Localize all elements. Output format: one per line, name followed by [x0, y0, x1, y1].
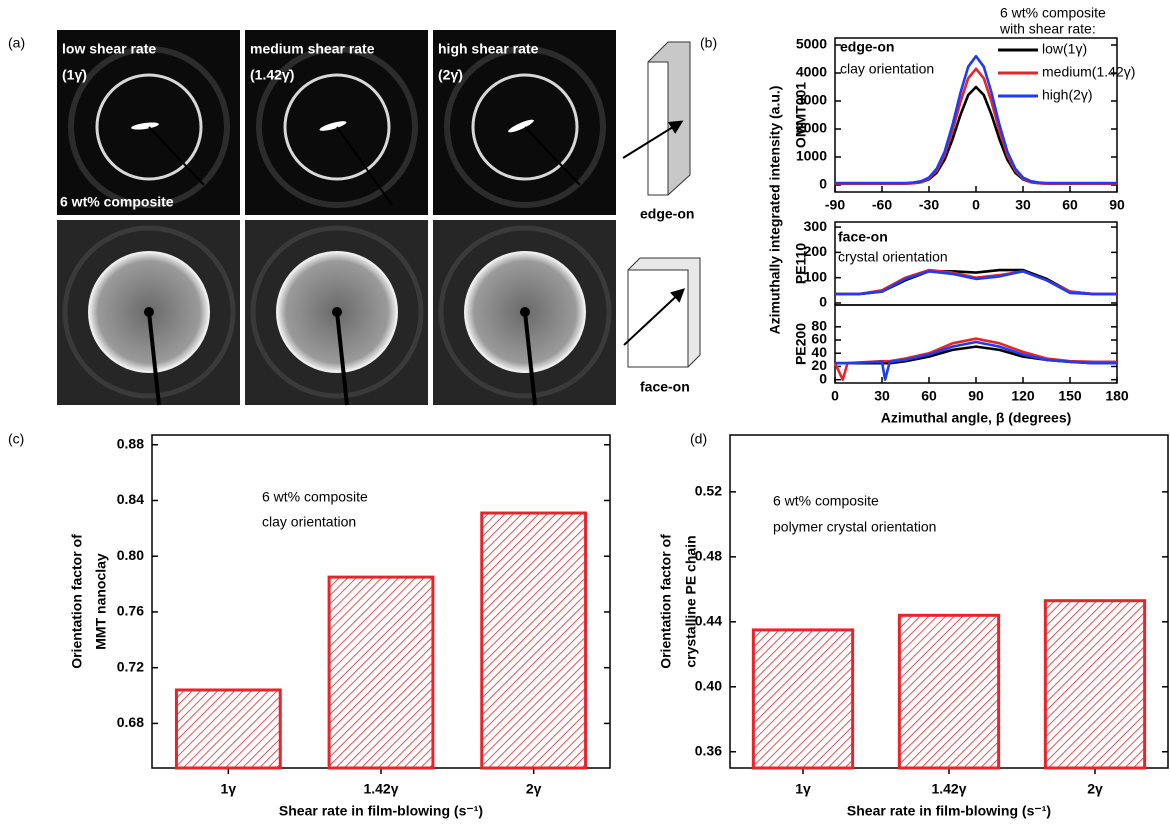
x-tick-label: 90 — [1109, 197, 1125, 213]
x-tick-label: 90 — [968, 388, 984, 404]
y-tick-label: 0.44 — [695, 613, 722, 629]
y-tick-label: 0.68 — [117, 714, 144, 730]
y-tick-label: 80 — [811, 318, 827, 334]
y-tick-label: 0.52 — [695, 483, 722, 499]
y-tick-label: 0.72 — [117, 658, 144, 674]
annotation: crystal orientation — [838, 249, 948, 265]
image-caption: (1.42γ̇) — [250, 67, 294, 83]
film-front — [628, 270, 688, 367]
composite-label: 6 wt% composite — [60, 194, 174, 210]
bar — [176, 690, 280, 768]
image-caption: medium shear rate — [250, 41, 375, 57]
y-tick-label: 0.88 — [117, 435, 144, 451]
image-caption: high shear rate — [438, 41, 539, 57]
legend-title: with shear rate: — [999, 21, 1096, 37]
x-tick-label: 150 — [1058, 388, 1082, 404]
x-tick-label: 60 — [1062, 197, 1078, 213]
y-tick-label: 4000 — [796, 64, 827, 80]
bar — [1045, 601, 1144, 768]
y-tick-label: 5000 — [796, 36, 827, 52]
panel-label: (d) — [690, 431, 707, 447]
x-axis-label: Azimuthal angle, β (degrees) — [881, 410, 1072, 426]
annotation: 6 wt% composite — [262, 489, 368, 505]
data-line — [835, 339, 1117, 380]
x-tick-label: 120 — [1011, 388, 1035, 404]
annotation: face-on — [838, 229, 888, 245]
y-tick-label: 0 — [819, 176, 827, 192]
x-tick-label: 180 — [1105, 388, 1129, 404]
annotation: edge-on — [840, 39, 894, 55]
x-tick-label: 60 — [921, 388, 937, 404]
y-axis-label: MMT nanoclay — [93, 553, 109, 650]
x-tick-label: -30 — [919, 197, 939, 213]
legend-label: medium(1.42γ) — [1042, 64, 1135, 80]
x-tick-label: 1.42γ — [363, 781, 398, 797]
legend-title: 6 wt% composite — [1000, 5, 1106, 21]
x-tick-label: 1γ — [795, 781, 811, 797]
image-caption: (2γ̇) — [438, 67, 463, 83]
bar — [329, 577, 433, 768]
y-axis-label: crystalline PE chain — [683, 535, 699, 667]
x-tick-label: 30 — [1015, 197, 1031, 213]
x-tick-label: -60 — [872, 197, 892, 213]
annotation: 6 wt% composite — [773, 493, 879, 509]
x-tick-label: 0 — [972, 197, 980, 213]
panel-y-label: OMMT001 — [793, 82, 809, 148]
y-tick-label: 0.76 — [117, 603, 144, 619]
panel-label: (a) — [8, 35, 25, 51]
annotation: polymer crystal orientation — [773, 519, 936, 535]
y-axis-label: Azimuthally integrated intensity (a.u.) — [767, 86, 783, 335]
image-caption: low shear rate — [62, 41, 156, 57]
x-tick-label: 0 — [831, 388, 839, 404]
x-tick-label: 1.42γ — [931, 781, 966, 797]
annotation: clay orientation — [840, 61, 934, 77]
y-axis-label: Orientation factor of — [69, 534, 85, 669]
view-label: edge-on — [640, 206, 694, 222]
image-caption: (1γ̇) — [62, 67, 87, 83]
y-tick-label: 0.84 — [117, 491, 144, 507]
y-tick-label: 0.40 — [695, 677, 722, 693]
bar — [482, 513, 586, 768]
legend-label: high(2γ) — [1042, 87, 1093, 103]
xray-image — [57, 30, 240, 215]
y-tick-label: 300 — [804, 218, 828, 234]
x-axis-label: Shear rate in film-blowing (s⁻¹) — [847, 803, 1051, 819]
figure: (a) low shear rate (1γ̇) medium shear rate (… — [0, 0, 1170, 824]
y-tick-label: 0.48 — [695, 548, 722, 564]
plot-frame — [835, 305, 1117, 383]
x-tick-label: 2γ — [1087, 781, 1103, 797]
panel-y-label: PE200 — [793, 323, 809, 365]
y-tick-label: 0.80 — [117, 547, 144, 563]
panel-label: (c) — [8, 431, 24, 447]
panel-y-label: PE110 — [793, 243, 809, 284]
y-tick-label: 1000 — [796, 148, 827, 164]
bar — [899, 615, 998, 768]
film-front — [648, 62, 668, 195]
x-tick-label: -90 — [825, 197, 845, 213]
annotation: clay orientation — [262, 514, 356, 530]
y-tick-label: 0.36 — [695, 742, 722, 758]
bar — [753, 630, 852, 768]
legend-label: low(1γ) — [1042, 41, 1087, 57]
x-tick-label: 30 — [874, 388, 890, 404]
y-tick-label: 0 — [819, 294, 827, 310]
x-tick-label: 1γ — [221, 781, 237, 797]
view-label: face-on — [640, 379, 690, 395]
x-tick-label: 2γ — [526, 781, 542, 797]
y-axis-label: Orientation factor of — [658, 534, 674, 669]
panel-label: (b) — [700, 35, 717, 51]
x-axis-label: Shear rate in film-blowing (s⁻¹) — [279, 803, 483, 819]
